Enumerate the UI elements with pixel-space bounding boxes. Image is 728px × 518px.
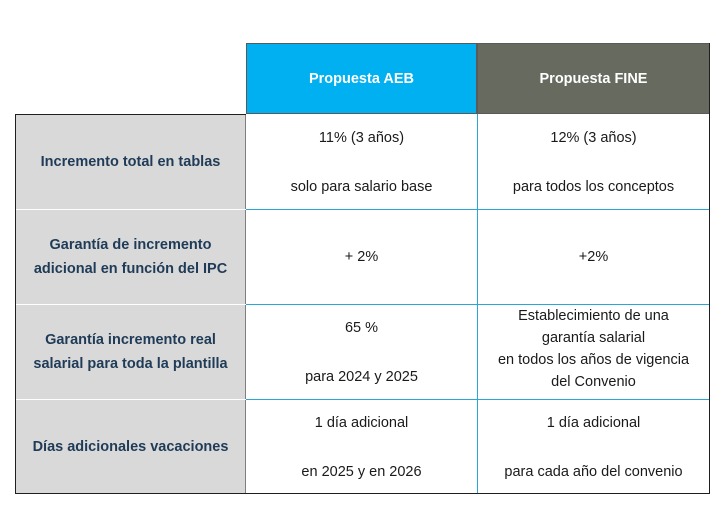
- header-aeb-label: Propuesta AEB: [308, 70, 414, 87]
- cell-note: para 2024 y 2025: [305, 369, 418, 385]
- cell-fine-incremento-total: 12% (3 años) para todos los conceptos: [477, 114, 710, 209]
- row-divider: [246, 399, 710, 400]
- cell-value: + 2%: [344, 248, 379, 265]
- cell-note: en 2025 y en 2026: [301, 464, 422, 480]
- table-left-border: [15, 114, 16, 494]
- label-divider: [15, 399, 246, 400]
- cell-aeb-garantia-salarial: 65 % para 2024 y 2025: [246, 304, 477, 399]
- row-label-text: Incremento total en tablas: [40, 153, 221, 170]
- cell-aeb-incremento-total: 11% (3 años) solo para salario base: [246, 114, 477, 209]
- cell-note: para cada año del convenio: [504, 464, 683, 480]
- cell-note: solo para salario base: [290, 179, 433, 195]
- header-propuesta-aeb: Propuesta AEB: [246, 43, 477, 114]
- cell-line: en todos los años de vigencia: [497, 352, 690, 368]
- cell-note: para todos los conceptos: [512, 179, 675, 195]
- table-right-border: [709, 43, 710, 494]
- cell-fine-dias-vacaciones: 1 día adicional para cada año del conven…: [477, 399, 710, 494]
- column-divider: [477, 114, 478, 494]
- row-label-garantia-salarial: Garantía incremento real salarial para t…: [15, 304, 246, 399]
- cell-fine-garantia-salarial: Establecimiento de una garantía salarial…: [477, 304, 710, 399]
- row-label-incremento-total: Incremento total en tablas: [15, 114, 246, 209]
- table-top-border: [15, 114, 246, 115]
- row-divider: [246, 304, 710, 305]
- cell-line: del Convenio: [551, 374, 636, 390]
- cell-fine-garantia-ipc: +2%: [477, 209, 710, 304]
- cell-line: Establecimiento de una: [518, 308, 669, 324]
- cell-value: 65 %: [344, 320, 379, 336]
- label-divider: [15, 304, 246, 305]
- row-label-text: salarial para toda la plantilla: [33, 355, 228, 372]
- row-label-garantia-ipc: Garantía de incremento adicional en func…: [15, 209, 246, 304]
- cell-line: garantía salarial: [541, 330, 646, 346]
- cell-value: +2%: [578, 248, 609, 265]
- row-label-text: Garantía de incremento: [49, 236, 212, 253]
- row-label-text: Garantía incremento real: [45, 331, 216, 348]
- cell-value: 1 día adicional: [314, 415, 409, 431]
- row-label-dias-vacaciones: Días adicionales vacaciones: [15, 399, 246, 494]
- cell-aeb-dias-vacaciones: 1 día adicional en 2025 y en 2026: [246, 399, 477, 494]
- label-divider: [15, 209, 246, 210]
- cell-value: 1 día adicional: [546, 415, 641, 431]
- header-fine-label: Propuesta FINE: [539, 70, 648, 87]
- row-label-text: Días adicionales vacaciones: [32, 438, 229, 455]
- header-propuesta-fine: Propuesta FINE: [477, 43, 710, 114]
- comparison-table: Propuesta AEB Propuesta FINE Incremento …: [15, 43, 710, 494]
- row-label-text: adicional en función del IPC: [33, 260, 228, 277]
- row-divider: [246, 209, 710, 210]
- cell-value: 11% (3 años): [318, 130, 405, 146]
- cell-aeb-garantia-ipc: + 2%: [246, 209, 477, 304]
- table-bottom-border: [15, 493, 710, 494]
- cell-value: 12% (3 años): [550, 130, 637, 146]
